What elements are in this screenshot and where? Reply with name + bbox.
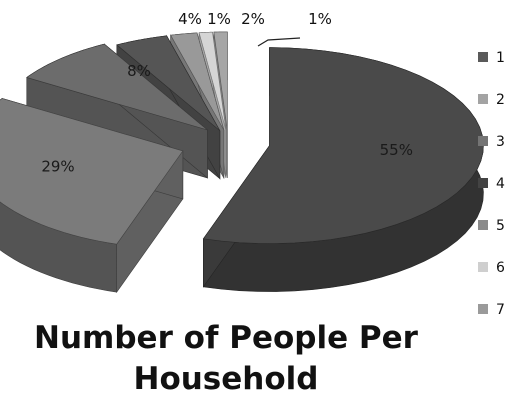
legend-swatch-6: [478, 262, 488, 272]
legend-swatch-5: [478, 220, 488, 230]
legend-label-3: 3: [496, 134, 505, 150]
pie-slice-2: [0, 97, 184, 294]
legend-label-1: 1: [496, 50, 505, 66]
legend-swatch-1: [478, 52, 488, 62]
legend-label-7: 7: [496, 302, 505, 318]
chart-title: Number of People Per Household: [34, 320, 419, 397]
slice-labels: 55% 29% 8% 4% 2% 1% 1%: [41, 10, 413, 176]
pie-slice-top-4: [116, 35, 221, 131]
slice-label-4: 4%: [178, 10, 202, 28]
legend: 1 2 3 4 5 6 7: [478, 50, 505, 318]
pie-slice-1: [202, 47, 484, 292]
chart-title-line-2: Household: [134, 361, 319, 397]
legend-swatch-3: [478, 136, 488, 146]
legend-label-5: 5: [496, 218, 505, 234]
slice-label-1: 55%: [380, 141, 413, 159]
pie-slice-top-7: [213, 31, 228, 130]
pie-slice-top-2: [0, 98, 184, 245]
legend-swatch-2: [478, 94, 488, 104]
pie-slice-top-5: [170, 32, 225, 131]
legend-swatch-7: [478, 304, 488, 314]
legend-label-4: 4: [496, 176, 505, 192]
slice-label-5: 2%: [241, 10, 265, 28]
pie-slice-top-6: [198, 31, 227, 131]
legend-label-6: 6: [496, 260, 505, 276]
chart-title-line-1: Number of People Per: [34, 320, 419, 356]
pie-slice-top-1: [202, 47, 484, 244]
pie-slices: [0, 31, 484, 294]
pie-slice-top-3: [26, 43, 208, 131]
slice-label-2: 29%: [41, 158, 74, 176]
slice-label-6: 1%: [207, 10, 231, 28]
slice-label-7: 1%: [308, 10, 332, 28]
slice-label-3: 8%: [127, 62, 151, 80]
legend-label-2: 2: [496, 92, 505, 108]
legend-swatch-4: [478, 178, 488, 188]
leader-line: [257, 37, 301, 47]
